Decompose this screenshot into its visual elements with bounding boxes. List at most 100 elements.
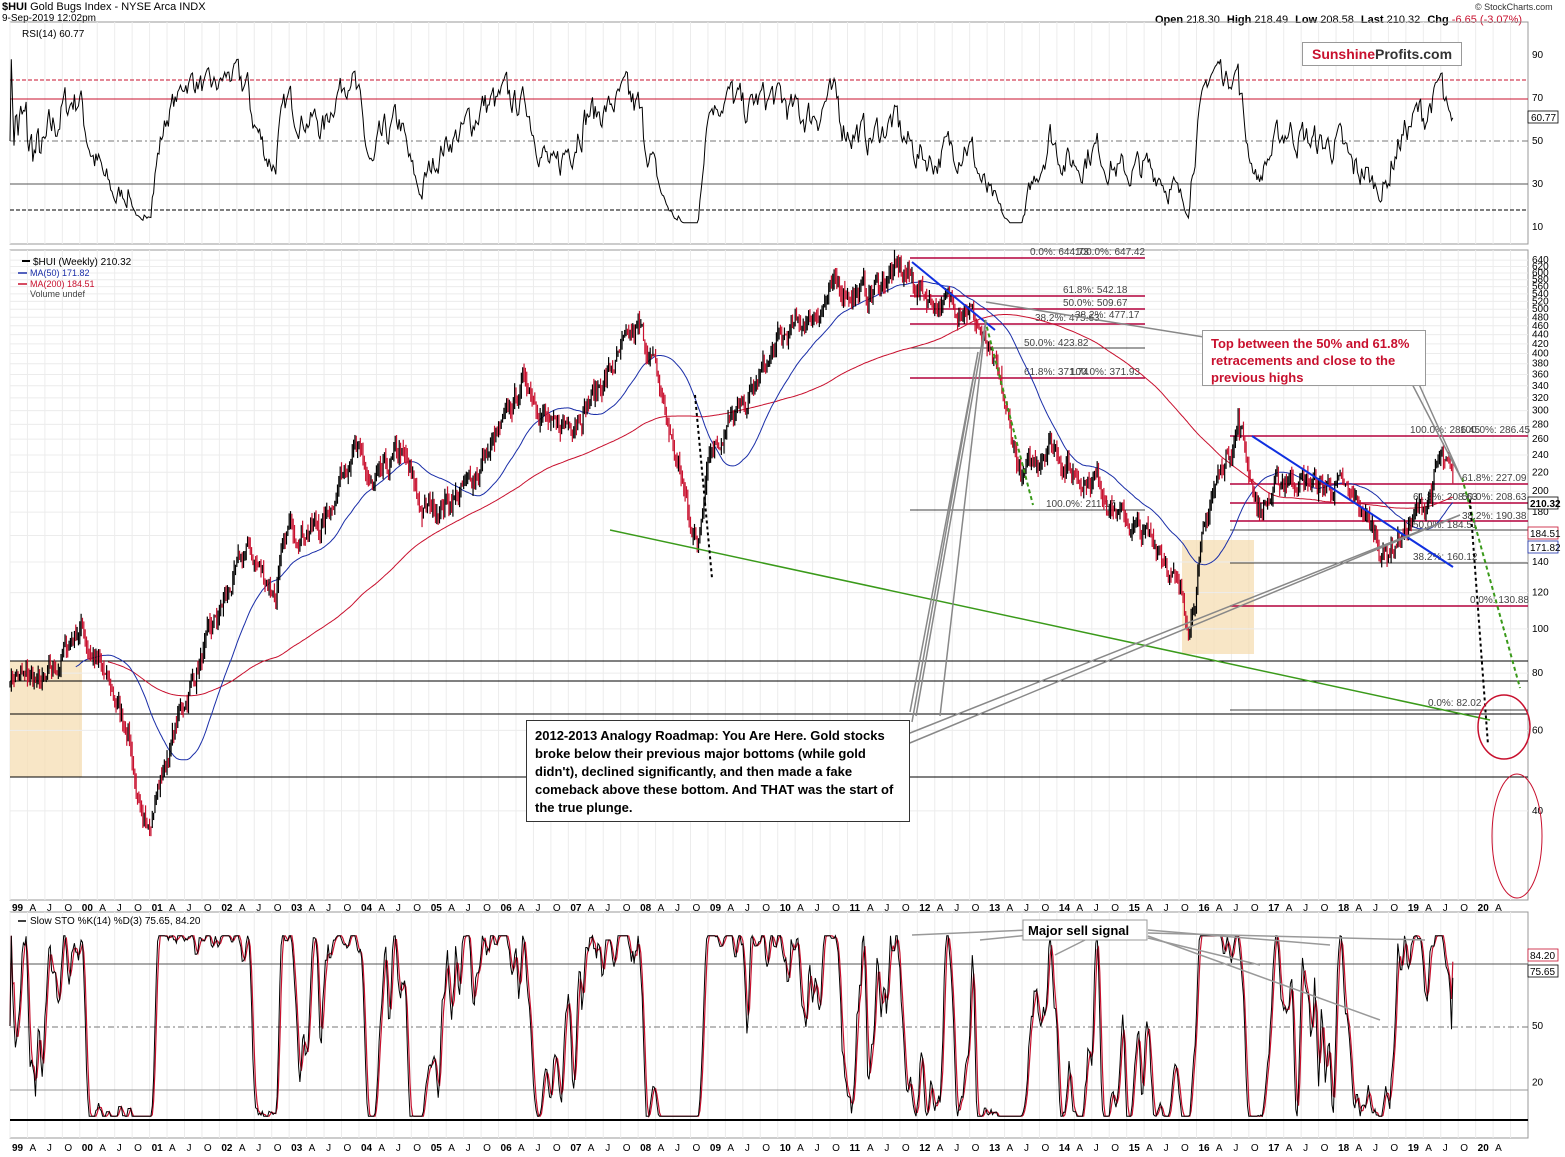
x-tick-label: O bbox=[1041, 1143, 1049, 1154]
price-tick-label: 400 bbox=[1532, 349, 1549, 360]
x-tick-label: A bbox=[727, 1143, 734, 1154]
x-tick-label: O bbox=[832, 1143, 840, 1154]
x-tick-label: J bbox=[1024, 1143, 1029, 1154]
x-tick-label: J bbox=[1233, 1143, 1238, 1154]
fib-label-b50: 50.0%: 208.63 bbox=[1462, 492, 1527, 503]
x-tick-label: A bbox=[1495, 903, 1502, 914]
x-tick-label: J bbox=[884, 1143, 889, 1154]
x-tick-label: O bbox=[1321, 1143, 1329, 1154]
last-tag: 210.32 bbox=[1530, 499, 1561, 510]
x-tick-label: 08 bbox=[640, 903, 652, 914]
price-tick-label: 420 bbox=[1532, 339, 1549, 350]
x-tick-label: J bbox=[1443, 1143, 1448, 1154]
x-tick-label: O bbox=[1111, 903, 1119, 914]
index-name: Gold Bugs Index - NYSE Arca INDX bbox=[30, 1, 206, 13]
fib-label-a100c: 100.0%: 211.17 bbox=[1046, 499, 1116, 510]
x-tick-label: O bbox=[204, 1143, 212, 1154]
note-top-retracement: Top between the 50% and 61.8% retracemen… bbox=[1202, 330, 1426, 386]
x-tick-label: O bbox=[623, 903, 631, 914]
x-tick-label: A bbox=[448, 903, 455, 914]
stochastic-panel: Slow STO %K(14) %D(3) 75.65, 84.20 80502… bbox=[9, 916, 1559, 1121]
x-tick-label: A bbox=[239, 903, 246, 914]
x-tick-label: J bbox=[117, 903, 122, 914]
x-tick-label: J bbox=[675, 1143, 680, 1154]
rsi-value-tag: 60.77 bbox=[1531, 113, 1556, 124]
x-tick-label: O bbox=[1111, 1143, 1119, 1154]
price-tick-label: 480 bbox=[1532, 312, 1549, 323]
x-tick-label: A bbox=[1216, 903, 1223, 914]
price-tick-label: 180 bbox=[1532, 507, 1549, 518]
x-tick-label: 12 bbox=[919, 1143, 931, 1154]
target-circle bbox=[1477, 694, 1531, 760]
low-value: 208.58 bbox=[1320, 14, 1354, 26]
rsi-axis: 90 70 50 30 10 bbox=[1532, 50, 1544, 233]
x-tick-label: O bbox=[64, 1143, 72, 1154]
high-value: 218.49 bbox=[1254, 14, 1289, 26]
x-tick-label: O bbox=[413, 1143, 421, 1154]
rsi-series bbox=[9, 58, 1454, 224]
ma200-tag-box bbox=[1527, 526, 1559, 540]
x-tick-label: A bbox=[1425, 903, 1432, 914]
x-tick-label: O bbox=[902, 903, 910, 914]
symbol: $HUI bbox=[2, 1, 28, 13]
x-tick-label: 04 bbox=[361, 1143, 373, 1154]
x-tick-label: O bbox=[1460, 903, 1468, 914]
x-tick-label: 03 bbox=[291, 1143, 303, 1154]
x-tick-label: A bbox=[1356, 1143, 1363, 1154]
pointer-2 bbox=[915, 319, 987, 717]
ma50-tag: 171.82 bbox=[1530, 543, 1561, 554]
x-tick-label: O bbox=[1390, 903, 1398, 914]
volume-legend: Volume undef bbox=[30, 289, 86, 299]
rsi-panel: RSI(14) 60.77 90 70 50 30 10 60.77 bbox=[9, 29, 1559, 233]
pointer-1 bbox=[909, 351, 979, 723]
x-tick-label: 09 bbox=[710, 903, 722, 914]
x-tick-label: J bbox=[47, 903, 52, 914]
x-tick-label: J bbox=[396, 903, 401, 914]
x-tick-label: O bbox=[1251, 1143, 1259, 1154]
x-tick-label: A bbox=[1007, 903, 1014, 914]
x-tick-label: J bbox=[186, 1143, 191, 1154]
x-tick-label: A bbox=[1146, 1143, 1153, 1154]
x-tick-label: J bbox=[1303, 1143, 1308, 1154]
x-tick-label: O bbox=[274, 1143, 282, 1154]
price-tick-label: 240 bbox=[1532, 450, 1549, 461]
x-tick-label: 18 bbox=[1338, 903, 1350, 914]
fib-label-b382b: 38.2%: 160.12 bbox=[1413, 552, 1478, 563]
rsi-frame bbox=[9, 21, 1529, 245]
x-tick-label: J bbox=[256, 1143, 261, 1154]
pointer-4 bbox=[985, 301, 1211, 339]
x-tick-label: 14 bbox=[1059, 1143, 1071, 1154]
price-tick-label: 320 bbox=[1532, 393, 1549, 404]
price-tick-label: 220 bbox=[1532, 467, 1549, 478]
x-tick-label: A bbox=[169, 1143, 176, 1154]
blue-trend-2016 bbox=[1251, 435, 1454, 568]
sell-pointer-4 bbox=[1147, 929, 1331, 946]
blue-trend-2011 bbox=[911, 261, 996, 331]
fib-label-b50b: 50.0%: 184.51 bbox=[1413, 520, 1478, 531]
x-tick-label: O bbox=[344, 1143, 352, 1154]
price-tick-label: 360 bbox=[1532, 369, 1549, 380]
x-tick-label: A bbox=[378, 1143, 385, 1154]
x-tick-label: A bbox=[797, 1143, 804, 1154]
x-tick-label: A bbox=[1007, 1143, 1014, 1154]
price-tick-label: 60 bbox=[1532, 725, 1544, 736]
x-tick-label: A bbox=[99, 903, 106, 914]
x-tick-label: J bbox=[466, 903, 471, 914]
x-tick-label: A bbox=[1216, 1143, 1223, 1154]
x-tick-label: J bbox=[535, 903, 540, 914]
x-tick-label: O bbox=[1181, 903, 1189, 914]
fib-label-b100: 100.0%: 286.45 bbox=[1410, 425, 1480, 436]
high-label: High bbox=[1226, 14, 1252, 26]
brand-part2: Profits.com bbox=[1375, 46, 1453, 62]
x-tick-label: O bbox=[134, 1143, 142, 1154]
x-tick-label: O bbox=[972, 1143, 980, 1154]
sto-k-tag: 75.65 bbox=[1530, 967, 1555, 978]
sell-pointer-6 bbox=[1147, 935, 1381, 1021]
rsi-tick-label: 30 bbox=[1532, 179, 1544, 190]
x-tick-label: 99 bbox=[12, 903, 24, 914]
fib-label-a50b: 50.0%: 423.82 bbox=[1024, 338, 1089, 349]
x-tick-label: J bbox=[326, 903, 331, 914]
rsi-tick-label: 90 bbox=[1532, 50, 1544, 61]
fib-label-a0: 0.0%: 644.73 bbox=[1030, 247, 1089, 258]
price-tick-label: 260 bbox=[1532, 434, 1549, 445]
